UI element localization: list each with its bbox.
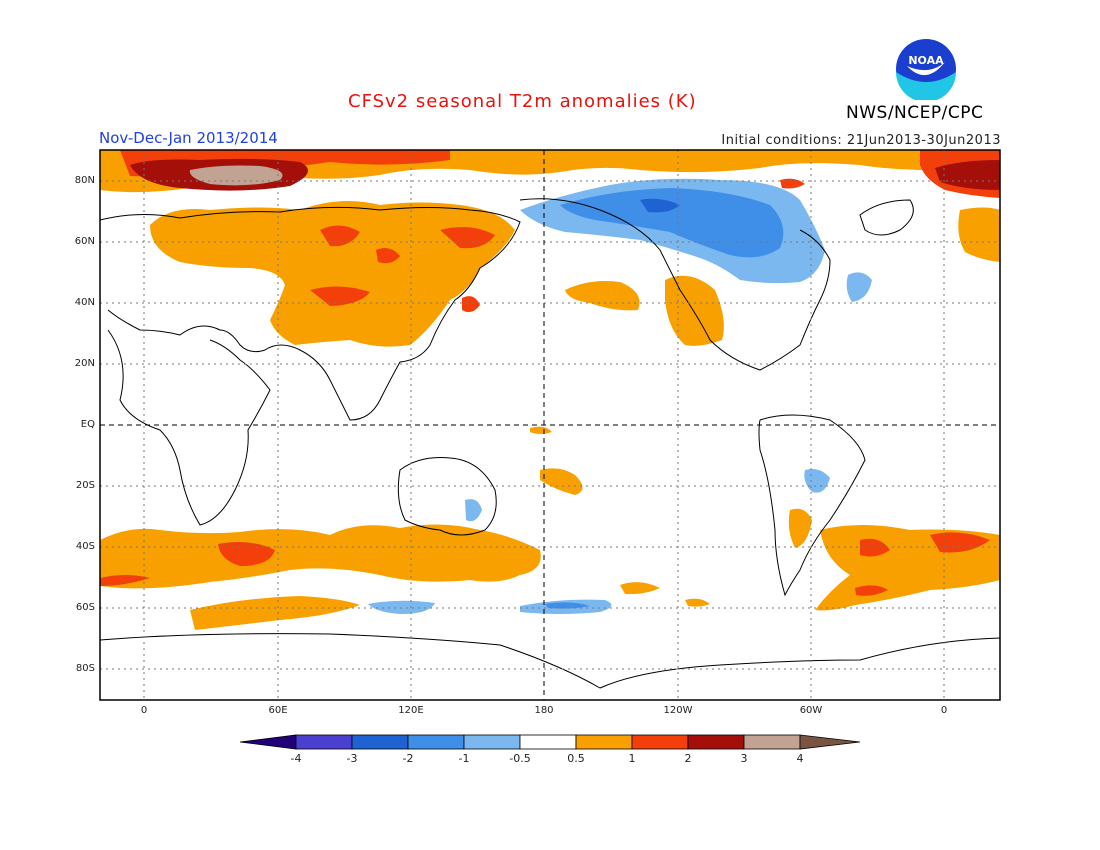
anomaly-region: [310, 286, 370, 306]
colorbar-label: 2: [684, 752, 692, 765]
lat-label: 20S: [75, 480, 95, 491]
anomaly-region: [368, 600, 435, 614]
lon-label: 0: [940, 705, 948, 716]
lon-label: 120E: [398, 705, 424, 716]
anomaly-region: [189, 165, 283, 186]
anomaly-region: [846, 272, 872, 302]
anomaly-region: [935, 160, 1000, 190]
anomaly-region: [540, 468, 583, 495]
anomaly-region: [665, 275, 724, 346]
colorbar-label: -4: [290, 752, 302, 765]
colorbar-label: 0.5: [567, 752, 585, 765]
anomaly-region: [545, 602, 590, 609]
noaa-logo: NOAA: [896, 39, 956, 100]
anomaly-region: [930, 532, 990, 553]
lon-label: 180: [534, 705, 554, 716]
anomaly-region: [565, 281, 640, 311]
colorbar-bin: [743, 734, 801, 750]
lat-label: 80S: [75, 663, 95, 674]
anomaly-region: [640, 198, 680, 213]
colorbar-label: -2: [402, 752, 414, 765]
anomaly-region: [320, 225, 360, 247]
colorbar-label: -0.5: [509, 752, 531, 765]
anomaly-region: [860, 538, 890, 557]
coastline: [519, 198, 831, 371]
coastline: [100, 633, 1000, 689]
lat-label: 40S: [75, 541, 95, 552]
lat-label: 20N: [74, 358, 95, 369]
coastline: [758, 414, 866, 597]
anomaly-region: [190, 596, 360, 630]
colorbar-bin: [407, 734, 465, 750]
colorbar-arrow-low: [239, 734, 297, 750]
anomaly-region: [855, 585, 888, 596]
lon-label: 60E: [268, 705, 288, 716]
anomaly-region: [958, 207, 1000, 262]
colorbar-label: 1: [628, 752, 636, 765]
anomaly-region: [685, 598, 710, 607]
anomaly-region: [788, 508, 812, 548]
anomaly-region: [440, 226, 495, 249]
anomaly-region: [218, 542, 275, 566]
anomaly-region: [530, 426, 552, 434]
agency-label: NWS/NCEP/CPC: [846, 103, 984, 123]
lon-label: 60W: [799, 705, 823, 716]
colorbar-label: 3: [740, 752, 748, 765]
map-title: CFSv2 seasonal T2m anomalies (K): [348, 91, 697, 112]
colorbar-label: 4: [796, 752, 804, 765]
lon-label: 0: [140, 705, 148, 716]
colorbar-bin: [351, 734, 409, 750]
anomaly-region: [560, 188, 784, 258]
colorbar-label: -1: [458, 752, 470, 765]
colorbar-arrow-high: [799, 734, 861, 750]
colorbar-bin: [295, 734, 353, 750]
anomaly-region: [100, 524, 541, 589]
anomaly-region: [150, 201, 515, 347]
colorbar-bin: [687, 734, 745, 750]
lat-label: 80N: [74, 175, 95, 186]
colorbar: [239, 734, 861, 750]
anomaly-region: [376, 248, 400, 264]
colorbar-bin: [631, 734, 689, 750]
anomaly-region: [465, 499, 482, 522]
coastline: [397, 457, 497, 536]
lon-label: 120W: [663, 705, 693, 716]
anomaly-region: [100, 575, 150, 586]
anomaly-region: [804, 469, 830, 493]
anomaly-region: [462, 296, 480, 313]
anomaly-region: [620, 582, 660, 595]
lat-label: EQ: [80, 419, 95, 430]
colorbar-bin: [575, 734, 633, 750]
coastline: [107, 329, 271, 526]
anomaly-region: [780, 178, 805, 189]
initial-conditions: Initial conditions: 21Jun2013-30Jun2013: [721, 133, 1001, 148]
coastline: [859, 199, 914, 236]
map-frame: [99, 149, 1001, 701]
colorbar-bin: [463, 734, 521, 750]
coastline: [100, 206, 521, 421]
logo-text: NOAA: [908, 54, 944, 67]
colorbar-bin: [519, 734, 577, 750]
forecast-period: Nov-Dec-Jan 2013/2014: [99, 129, 278, 147]
colorbar-label: -3: [346, 752, 358, 765]
lat-label: 60N: [74, 236, 95, 247]
lat-label: 40N: [74, 297, 95, 308]
lat-label: 60S: [75, 602, 95, 613]
